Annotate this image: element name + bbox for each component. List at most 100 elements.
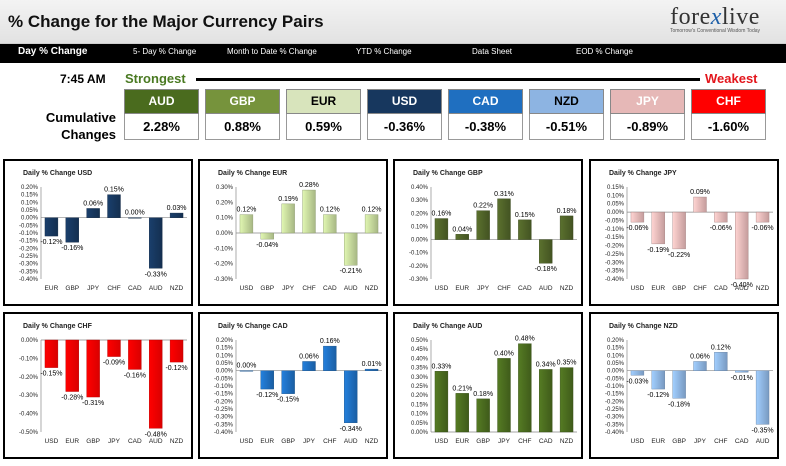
bar <box>65 217 79 243</box>
y-tick-label: -0.35% <box>214 422 234 428</box>
bar <box>86 208 100 218</box>
bar <box>434 218 449 240</box>
y-tick-label: 0.10% <box>411 224 429 230</box>
bar <box>559 215 574 240</box>
x-tick-label: EUR <box>65 438 79 445</box>
y-tick-label: -0.30% <box>19 393 39 399</box>
currency-tile: CAD -0.38% <box>448 89 523 140</box>
y-tick-label: -0.10% <box>605 384 625 390</box>
nav-day-change[interactable]: Day % Change <box>18 46 88 57</box>
nav-month-to-date[interactable]: Month to Date % Change <box>227 47 317 56</box>
y-tick-label: 0.15% <box>411 402 429 408</box>
currency-tile: EUR 0.59% <box>286 89 361 140</box>
y-tick-label: 0.15% <box>21 193 39 199</box>
currency-change: -0.38% <box>448 114 523 140</box>
chart-svg: Daily % Change EUR 0.30% 0.20% 0.10% 0.00% -0… <box>214 170 382 292</box>
data-label: -0.34% <box>340 426 362 433</box>
y-tick-label: -0.20% <box>605 244 625 250</box>
y-tick-label: 0.00% <box>411 238 429 244</box>
currency-tile: NZD -0.51% <box>529 89 604 140</box>
currency-change: 0.59% <box>286 114 361 140</box>
y-tick-label: -0.30% <box>605 415 625 421</box>
y-tick-label: -0.20% <box>19 375 39 381</box>
y-tick-label: 0.30% <box>216 185 234 191</box>
y-tick-label: -0.30% <box>214 277 234 283</box>
data-label: 0.06% <box>299 353 319 360</box>
y-tick-label: -0.10% <box>605 227 625 233</box>
y-tick-label: -0.10% <box>19 231 39 237</box>
currency-tile: CHF -1.60% <box>691 89 766 140</box>
y-tick-label: 0.15% <box>607 185 625 191</box>
bar <box>169 339 184 363</box>
y-tick-label: 0.05% <box>216 361 234 367</box>
data-label: -0.31% <box>82 400 104 407</box>
data-label: -0.04% <box>256 242 278 249</box>
currency-code: USD <box>367 89 442 114</box>
bar <box>239 214 254 234</box>
chart-svg: Daily % Change GBP0.40%0.30%0.20%0.10%0.… <box>409 170 577 292</box>
data-label: -0.06% <box>710 225 732 232</box>
data-label: 0.22% <box>473 203 493 210</box>
logo-text-c: live <box>721 4 760 30</box>
y-tick-label: 0.00% <box>411 430 429 436</box>
data-label: -0.03% <box>626 378 648 385</box>
bar <box>539 369 553 433</box>
nav-5day-change[interactable]: 5- Day % Change <box>133 47 197 56</box>
data-label: 0.04% <box>452 226 472 233</box>
currency-tile: AUD 2.28% <box>124 89 199 140</box>
nav-eod-change[interactable]: EOD % Change <box>576 47 633 56</box>
y-tick-label: -0.30% <box>409 277 429 283</box>
chart-title: Daily % Change CAD <box>218 323 288 330</box>
data-label: -0.12% <box>40 239 62 246</box>
x-tick-label: EUR <box>455 438 469 445</box>
x-tick-label: JPY <box>498 438 511 445</box>
chart-svg: Daily % Change JPY 0.15% 0.10% 0.05% 0.00% -0… <box>605 170 774 292</box>
y-tick-label: 0.20% <box>411 393 429 399</box>
x-tick-label: NZD <box>365 285 379 292</box>
x-tick-label: NZD <box>170 438 184 445</box>
bar <box>149 339 163 429</box>
y-tick-label: -0.25% <box>214 407 234 413</box>
data-label: -0.22% <box>668 252 690 259</box>
y-tick-label: 0.05% <box>607 202 625 208</box>
y-tick-label: -0.10% <box>409 251 429 257</box>
bar <box>86 339 100 398</box>
y-tick-label: -0.20% <box>605 399 625 405</box>
y-tick-label: -0.30% <box>605 260 625 266</box>
chart-panel-usd: Daily % Change USD 0.20% 0.15% 0.10% 0.05% 0.… <box>3 159 193 306</box>
x-tick-label: CHF <box>302 285 315 292</box>
y-tick-label: 0.50% <box>411 338 429 344</box>
bar <box>539 239 553 264</box>
data-label: -0.16% <box>124 372 146 379</box>
currency-code: CAD <box>448 89 523 114</box>
nav-data-sheet[interactable]: Data Sheet <box>472 47 513 56</box>
data-label: 0.19% <box>278 196 298 203</box>
currency-code: AUD <box>124 89 199 114</box>
chart-title: Daily % Change NZD <box>609 323 678 330</box>
x-tick-label: CHF <box>714 438 727 445</box>
data-label: -0.48% <box>145 431 167 438</box>
logo-text-a: fore <box>670 4 711 30</box>
bar <box>714 211 728 223</box>
y-tick-label: -0.10% <box>214 246 234 252</box>
currency-change: 2.28% <box>124 114 199 140</box>
currency-change: -0.36% <box>367 114 442 140</box>
data-label: 0.12% <box>236 207 256 214</box>
bar <box>693 196 707 213</box>
x-tick-label: JPY <box>282 285 295 292</box>
x-tick-label: CHF <box>518 438 531 445</box>
bar <box>455 234 469 240</box>
nav-ytd-change[interactable]: YTD % Change <box>356 47 412 56</box>
y-tick-label: 0.10% <box>607 353 625 359</box>
bar <box>344 370 358 424</box>
bar <box>302 189 316 234</box>
x-tick-label: JPY <box>694 438 707 445</box>
x-tick-label: CHF <box>497 285 510 292</box>
data-label: 0.15% <box>515 212 535 219</box>
x-tick-label: GBP <box>672 285 686 292</box>
data-label: -0.15% <box>277 397 299 404</box>
x-tick-label: NZD <box>560 285 574 292</box>
chart-panel-chf: Daily % Change CHF 0.00% -0.10% -0.20% -0.30… <box>3 312 193 459</box>
data-label: 0.15% <box>104 187 124 194</box>
x-tick-label: USD <box>435 438 449 445</box>
